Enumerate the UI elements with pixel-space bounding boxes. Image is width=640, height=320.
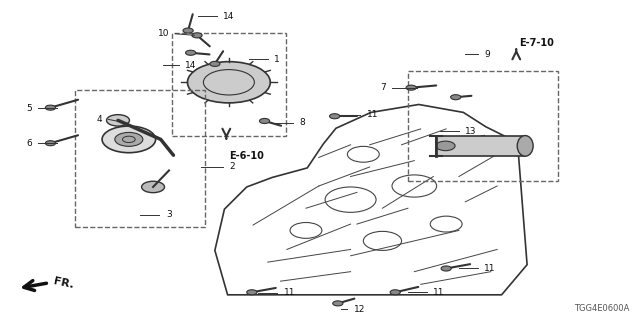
Text: 2: 2 (230, 163, 235, 172)
Circle shape (192, 33, 202, 38)
Circle shape (183, 28, 193, 33)
Circle shape (451, 95, 461, 100)
Text: E-6-10: E-6-10 (230, 151, 264, 161)
Text: 7: 7 (380, 83, 386, 92)
Text: 10: 10 (157, 29, 169, 38)
Circle shape (246, 290, 257, 295)
Text: 13: 13 (465, 127, 477, 136)
Text: 11: 11 (433, 288, 445, 297)
Circle shape (188, 62, 270, 103)
Circle shape (259, 118, 269, 124)
Circle shape (106, 115, 129, 126)
Text: 11: 11 (484, 264, 496, 273)
Text: 3: 3 (166, 210, 172, 219)
Circle shape (441, 266, 451, 271)
Circle shape (210, 61, 220, 67)
Ellipse shape (517, 136, 533, 156)
Text: 14: 14 (223, 12, 234, 21)
Text: 5: 5 (26, 104, 32, 113)
Text: 11: 11 (367, 110, 378, 119)
Bar (408, 71, 557, 180)
Circle shape (186, 50, 196, 55)
Text: 6: 6 (26, 139, 32, 148)
Text: 9: 9 (484, 50, 490, 59)
Text: 4: 4 (97, 115, 102, 124)
Text: 11: 11 (284, 288, 295, 297)
Text: 1: 1 (274, 55, 280, 64)
Text: FR.: FR. (52, 276, 74, 290)
Circle shape (330, 114, 340, 119)
Circle shape (406, 85, 416, 90)
Text: 8: 8 (300, 118, 305, 127)
Text: TGG4E0600A: TGG4E0600A (573, 304, 629, 313)
Circle shape (102, 126, 156, 153)
Bar (436, 136, 525, 156)
Circle shape (390, 290, 400, 295)
Circle shape (141, 181, 164, 193)
Circle shape (436, 141, 455, 151)
Bar (172, 33, 285, 136)
Text: 12: 12 (354, 305, 365, 314)
Circle shape (115, 132, 143, 146)
Text: E-7-10: E-7-10 (520, 38, 554, 48)
Text: 14: 14 (185, 61, 196, 70)
Bar (75, 90, 205, 227)
Circle shape (45, 105, 56, 110)
Circle shape (45, 141, 56, 146)
Circle shape (333, 301, 343, 306)
